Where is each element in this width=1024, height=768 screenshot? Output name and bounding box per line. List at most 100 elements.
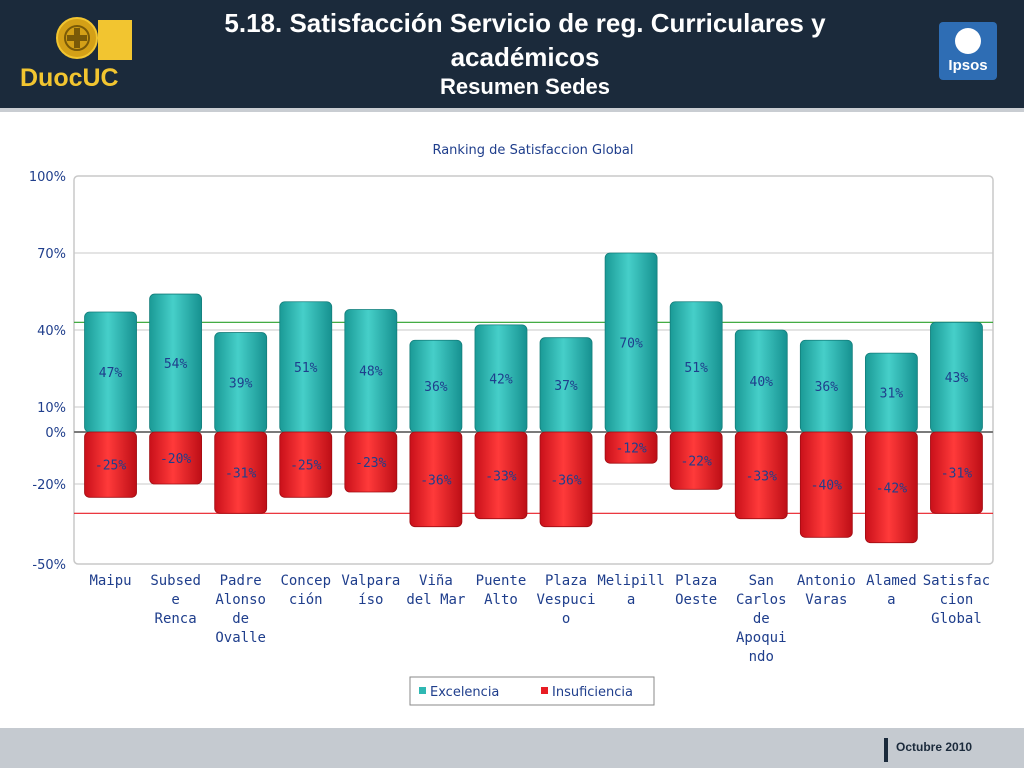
bar-label-excelencia: 37% (554, 379, 578, 394)
bar-insuficiencia (214, 431, 268, 514)
x-category-label: Alonso (215, 592, 266, 608)
footer-accent-bar (884, 738, 888, 762)
bar-label-excelencia: 36% (424, 380, 448, 395)
ipsos-head-icon (955, 28, 981, 54)
bar-label-insuficiencia: -31% (941, 467, 972, 482)
bar-label-excelencia: 47% (99, 366, 123, 381)
x-category-label: de (232, 611, 249, 627)
bar-label-insuficiencia: -36% (420, 473, 451, 488)
y-tick-label: -20% (32, 478, 66, 493)
title-line-1: 5.18. Satisfacción Servicio de reg. Curr… (224, 8, 826, 38)
bar-label-excelencia: 51% (684, 361, 708, 376)
chart-legend: Excelencia Insuficiencia (409, 676, 655, 706)
slide-header: DuocUC 5.18. Satisfacción Servicio de re… (0, 0, 1024, 108)
bar-insuficiencia (799, 431, 853, 538)
ipsos-logo: Ipsos (939, 22, 997, 80)
ipsos-logo-text: Ipsos (948, 57, 988, 74)
x-category-label: Satisfac (923, 573, 990, 589)
bar-label-insuficiencia: -33% (746, 469, 777, 484)
bar-insuficiencia (344, 431, 398, 493)
bar-insuficiencia (409, 431, 463, 528)
bar-label-excelencia: 43% (945, 371, 969, 386)
bar-label-insuficiencia: -22% (681, 455, 712, 470)
x-category-label: Valpara (341, 573, 400, 589)
x-category-label: Viña (419, 573, 453, 589)
y-tick-label: 40% (37, 324, 66, 339)
bar-label-insuficiencia: -42% (876, 481, 907, 496)
x-category-label: Alamed (866, 573, 917, 589)
bar-label-insuficiencia: -12% (615, 442, 646, 457)
x-category-label: e (171, 592, 179, 608)
bar-label-excelencia: 48% (359, 365, 383, 380)
svg-text:DuocUC: DuocUC (20, 64, 119, 92)
bar-label-excelencia: 36% (815, 380, 839, 395)
bar-insuficiencia (539, 431, 593, 528)
bar-label-insuficiencia: -25% (290, 459, 321, 474)
slide-title: 5.18. Satisfacción Servicio de reg. Curr… (160, 6, 890, 100)
x-category-label: Subsed (150, 573, 201, 589)
bar-label-excelencia: 39% (229, 376, 253, 391)
x-category-label: Apoqui (736, 630, 787, 646)
bar-insuficiencia (669, 431, 723, 490)
x-category-label: íso (358, 592, 383, 608)
x-category-label: Alto (484, 592, 518, 608)
y-tick-label: 10% (37, 401, 66, 416)
bar-label-excelencia: 51% (294, 361, 318, 376)
bar-label-insuficiencia: -23% (355, 456, 386, 471)
plot-area (73, 175, 994, 565)
bar-label-insuficiencia: -33% (485, 469, 516, 484)
x-category-label: Plaza (675, 573, 717, 589)
chart-title: Ranking de Satisfaccion Global (432, 143, 633, 158)
y-tick-label: 0% (45, 426, 66, 441)
bar-label-excelencia: 54% (164, 357, 188, 372)
y-tick-label: 100% (29, 170, 66, 185)
x-category-label: Concep (280, 573, 331, 589)
bar-insuficiencia (604, 431, 658, 464)
duoc-uc-logo: DuocUC (20, 17, 132, 92)
x-category-label: ción (289, 592, 323, 608)
x-category-label: Padre (220, 573, 262, 589)
x-category-label: ndo (749, 649, 774, 665)
x-category-label: o (562, 611, 570, 627)
slide-subtitle: Resumen Sedes (440, 74, 610, 99)
x-category-label: cion (940, 592, 974, 608)
x-category-label: de (753, 611, 770, 627)
x-category-label: Global (931, 611, 982, 627)
x-category-label: San (749, 573, 774, 589)
x-category-label: Vespuci (537, 592, 596, 608)
title-line-2: académicos (450, 42, 600, 72)
bar-label-insuficiencia: -36% (550, 473, 581, 488)
x-category-label: Puente (476, 573, 527, 589)
x-category-label: a (887, 592, 895, 608)
x-category-label: Antonio (797, 573, 856, 589)
bar-label-insuficiencia: -40% (811, 479, 842, 494)
x-category-label: Renca (155, 611, 197, 627)
footer-date: Octubre 2010 (896, 740, 973, 754)
bar-label-excelencia: 40% (750, 375, 774, 390)
x-category-label: Ovalle (215, 630, 266, 646)
x-category-label: a (627, 592, 635, 608)
bar-insuficiencia (149, 431, 203, 485)
bar-insuficiencia (84, 431, 137, 498)
bar-label-excelencia: 42% (489, 372, 513, 387)
bar-label-insuficiencia: -25% (95, 459, 126, 474)
legend-box (409, 676, 655, 706)
legend-insuficiencia-swatch (541, 687, 548, 694)
header-divider (0, 108, 1024, 112)
bar-label-excelencia: 70% (619, 337, 643, 352)
bar-insuficiencia (474, 431, 528, 520)
bar-insuficiencia (279, 431, 333, 498)
x-category-label: Varas (805, 592, 847, 608)
y-tick-label: 70% (37, 247, 66, 262)
bar-label-excelencia: 31% (880, 387, 904, 402)
legend-excelencia-swatch (419, 687, 426, 694)
ranking-chart: Ranking de Satisfaccion Global 100% 70% 40… (29, 143, 994, 706)
y-tick-label: -50% (32, 558, 66, 573)
x-category-label: del Mar (406, 592, 465, 608)
x-category-label: Maipu (89, 573, 131, 589)
bar-insuficiencia (734, 431, 788, 520)
x-category-label: Carlos (736, 592, 787, 608)
bar-label-insuficiencia: -31% (225, 467, 256, 482)
bar-label-insuficiencia: -20% (160, 452, 191, 467)
legend-excelencia-label: Excelencia (430, 685, 499, 700)
